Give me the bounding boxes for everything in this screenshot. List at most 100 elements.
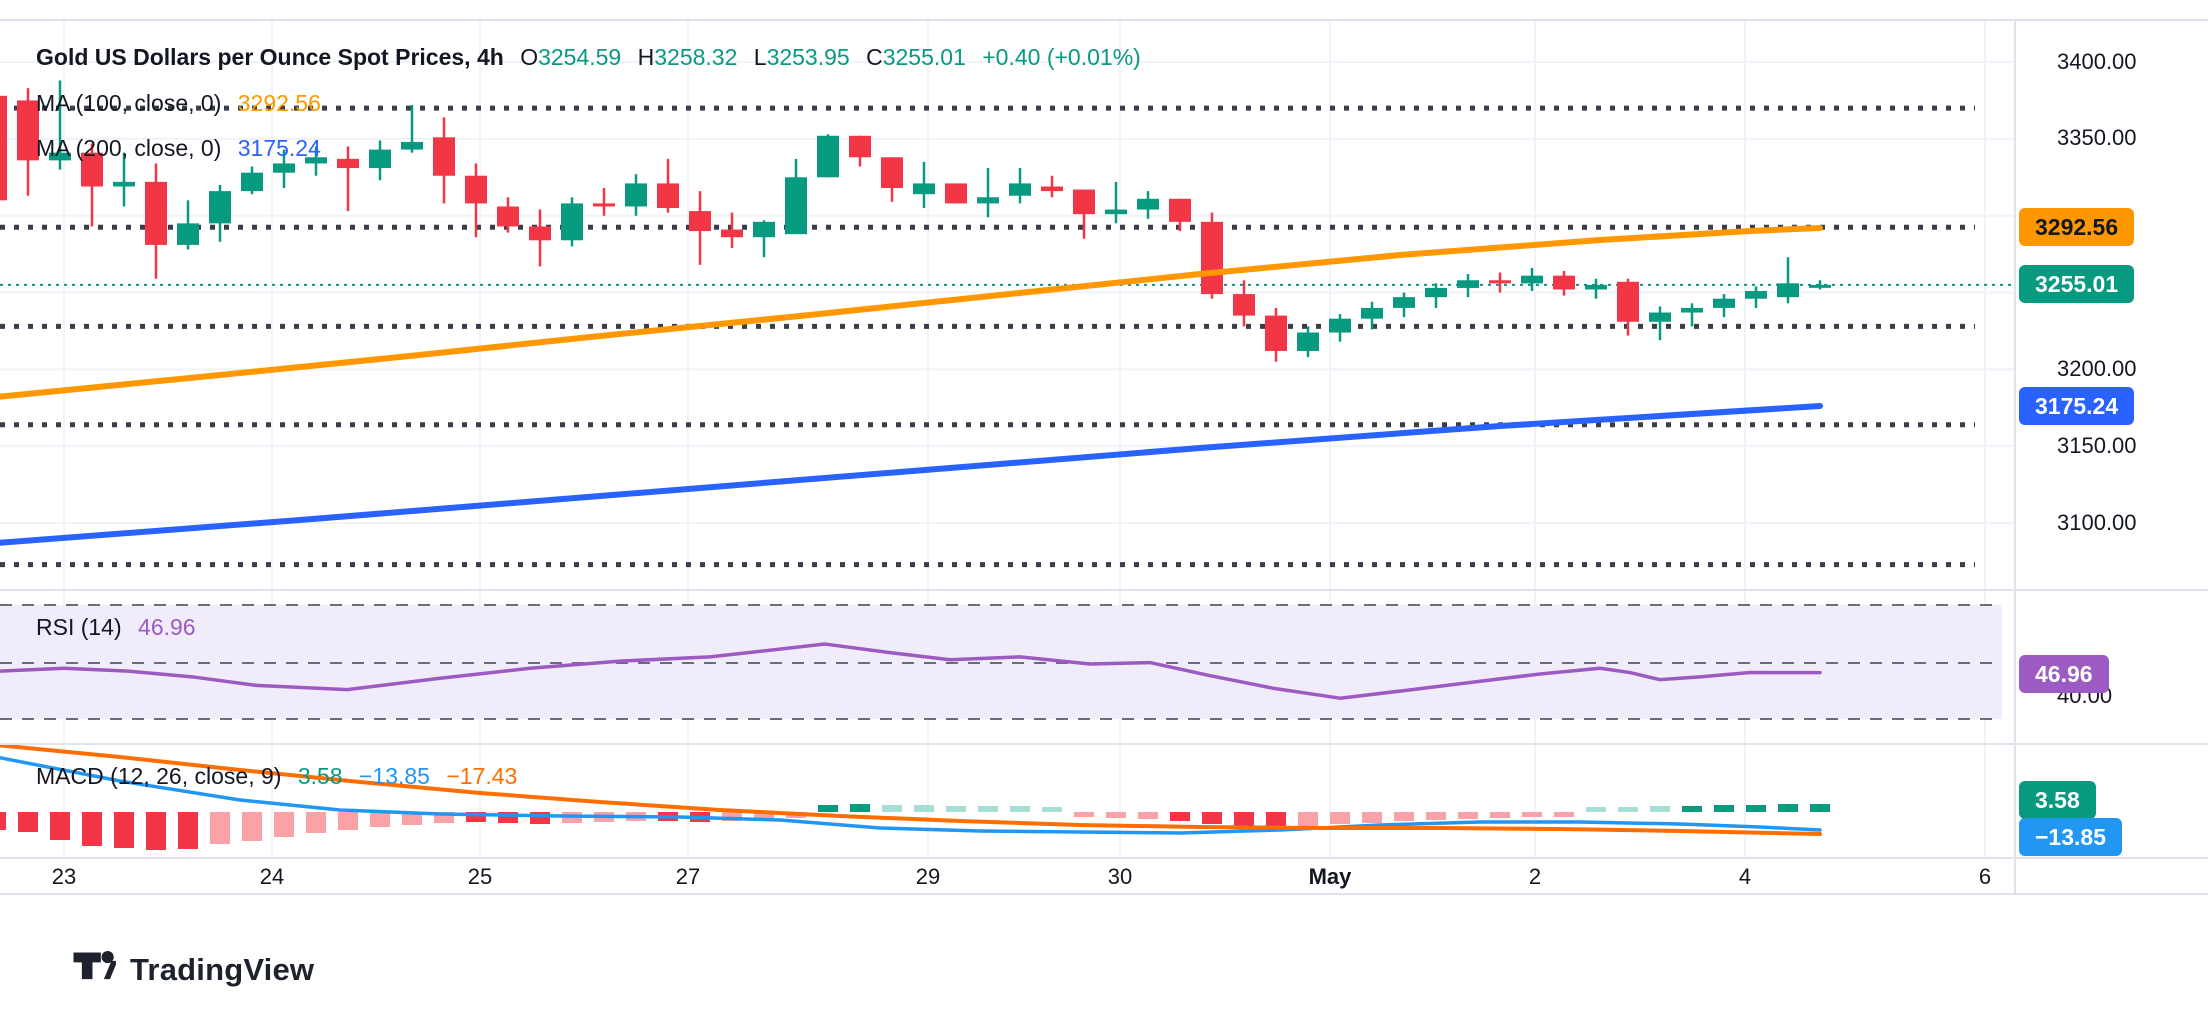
macd-histogram-bar bbox=[1042, 807, 1062, 812]
candle-body bbox=[1233, 294, 1255, 316]
symbol-title: Gold US Dollars per Ounce Spot Prices, 4… bbox=[36, 44, 504, 70]
candle-body bbox=[17, 100, 39, 161]
macd-histogram-bar bbox=[18, 812, 38, 832]
macd-line-badge: −13.85 bbox=[2019, 818, 2122, 856]
ohlc-close-label: C bbox=[866, 44, 883, 70]
macd-histogram-bar bbox=[1586, 807, 1606, 812]
candle-body bbox=[529, 226, 551, 241]
candle-body bbox=[337, 158, 359, 169]
tradingview-logo-text: TradingView bbox=[130, 952, 315, 987]
macd-signal-line bbox=[0, 743, 1822, 836]
change-value: +0.40 (+0.01%) bbox=[982, 44, 1141, 70]
macd-histogram-bar bbox=[242, 812, 262, 841]
candle-body bbox=[945, 183, 967, 204]
macd-histogram-bar bbox=[0, 812, 6, 830]
candle-body bbox=[209, 191, 231, 224]
price-axis-label-3200: 3200.00 bbox=[2057, 356, 2137, 381]
macd-label: MACD (12, 26, close, 9) bbox=[36, 763, 282, 789]
macd-histogram-bar bbox=[1714, 805, 1734, 812]
macd-histogram-bar bbox=[1074, 812, 1094, 817]
macd-histogram-bar bbox=[434, 812, 454, 823]
candle-body bbox=[625, 183, 647, 207]
macd-hist-badge: 3.58 bbox=[2019, 781, 2096, 819]
candle-body bbox=[753, 221, 775, 238]
symbol-legend[interactable]: Gold US Dollars per Ounce Spot Prices, 4… bbox=[36, 44, 1151, 71]
candle-body bbox=[81, 152, 103, 187]
candle-body bbox=[913, 183, 935, 195]
macd-histogram-bar bbox=[498, 812, 518, 823]
candle-body bbox=[1009, 183, 1031, 196]
ma200-label: MA (200, close, 0) bbox=[36, 135, 222, 161]
candle-body bbox=[433, 137, 455, 176]
candle-body bbox=[1617, 281, 1639, 322]
rsi-label: RSI (14) bbox=[36, 614, 122, 640]
macd-histogram-bar bbox=[1298, 812, 1318, 826]
rsi-line bbox=[0, 642, 1822, 700]
price-axis-label-3100: 3100.00 bbox=[2057, 510, 2137, 535]
candle-body bbox=[241, 172, 263, 192]
candle-body bbox=[1489, 280, 1511, 284]
candle-body bbox=[1393, 297, 1415, 308]
macd-histogram-bar bbox=[850, 804, 870, 812]
candle-body bbox=[1137, 198, 1159, 210]
candle-body bbox=[1201, 221, 1223, 295]
macd-histogram-bar bbox=[466, 812, 486, 822]
macd-histogram-bar bbox=[1522, 812, 1542, 817]
candle-body bbox=[1073, 189, 1095, 215]
macd-histogram-bar bbox=[210, 812, 230, 844]
candle-body bbox=[497, 206, 519, 227]
ma100-price-badge: 3292.56 bbox=[2019, 208, 2135, 246]
time-label-6: 6 bbox=[1978, 864, 1992, 889]
macd-histogram-bar bbox=[274, 812, 294, 837]
candle-body bbox=[1265, 315, 1287, 351]
candle-body bbox=[145, 181, 167, 245]
candle-body bbox=[1713, 298, 1735, 308]
macd-histogram-bar bbox=[82, 812, 102, 846]
candle-body bbox=[977, 197, 999, 204]
ohlc-open-value: 3254.59 bbox=[538, 44, 622, 70]
candle-body bbox=[785, 177, 807, 235]
macd-line bbox=[0, 755, 1822, 835]
time-label-2: 2 bbox=[1528, 864, 1542, 889]
candle-body bbox=[177, 223, 199, 245]
time-label-30: 30 bbox=[1107, 864, 1133, 889]
time-label-23: 23 bbox=[51, 864, 77, 889]
ma200-legend[interactable]: MA (200, close, 0) 3175.24 bbox=[36, 135, 331, 162]
macd-histogram-bar bbox=[402, 812, 422, 825]
macd-histogram-bar bbox=[882, 805, 902, 812]
candle-body bbox=[561, 203, 583, 241]
candle-body bbox=[1297, 332, 1319, 351]
rsi-value-badge: 46.96 bbox=[2019, 655, 2109, 693]
candle-body bbox=[1521, 275, 1543, 284]
macd-histogram-bar bbox=[114, 812, 134, 848]
rsi-value: 46.96 bbox=[138, 614, 196, 640]
candle-body bbox=[1585, 284, 1607, 290]
macd-legend[interactable]: MACD (12, 26, close, 9) 3.58 −13.85 −17.… bbox=[36, 763, 527, 790]
candle-body bbox=[1361, 307, 1383, 319]
macd-histogram-bar bbox=[1362, 812, 1382, 823]
macd-histogram-bar bbox=[722, 812, 742, 821]
macd-histogram-bar bbox=[370, 812, 390, 827]
macd-histogram-bar bbox=[1650, 806, 1670, 812]
time-label-may: May bbox=[1308, 864, 1352, 889]
macd-histogram-bar bbox=[1106, 812, 1126, 818]
ohlc-high-value: 3258.32 bbox=[654, 44, 738, 70]
candle-body bbox=[401, 141, 423, 150]
macd-histogram-bar bbox=[946, 806, 966, 812]
macd-histogram-bar bbox=[178, 812, 198, 849]
tradingview-logo[interactable]: TradingView bbox=[72, 948, 314, 992]
macd-line-value: −13.85 bbox=[358, 763, 430, 789]
ma100-label: MA (100, close, 0) bbox=[36, 90, 222, 116]
time-label-25: 25 bbox=[467, 864, 493, 889]
ma100-legend[interactable]: MA (100, close, 0) 3292.56 bbox=[36, 90, 331, 117]
candle-body bbox=[689, 211, 711, 232]
macd-histogram-bar bbox=[1138, 812, 1158, 819]
macd-histogram-bar bbox=[754, 812, 774, 820]
candle-body bbox=[1169, 198, 1191, 222]
rsi-legend[interactable]: RSI (14) 46.96 bbox=[36, 614, 206, 641]
macd-histogram-bar bbox=[818, 805, 838, 812]
candle-body bbox=[721, 229, 743, 238]
ohlc-high-label: H bbox=[637, 44, 655, 70]
candle-body bbox=[849, 135, 871, 158]
